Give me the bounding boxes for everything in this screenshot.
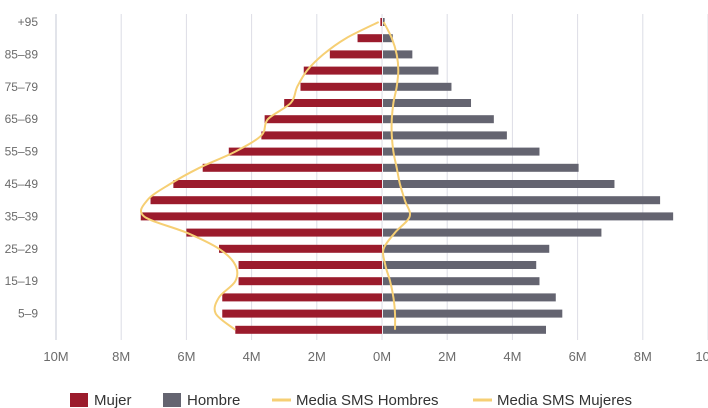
bar-mujer-75-79[interactable] bbox=[300, 82, 383, 91]
bar-mujer-70-74[interactable] bbox=[284, 99, 382, 107]
legend-swatch bbox=[70, 393, 88, 407]
bar-mujer-65-69[interactable] bbox=[264, 115, 382, 124]
legend-label: Media SMS Hombres bbox=[296, 392, 439, 408]
legend-label: Media SMS Mujeres bbox=[497, 392, 632, 408]
bar-mujer-45-49[interactable] bbox=[173, 180, 382, 188]
bar-hombre-25-29[interactable] bbox=[383, 244, 550, 253]
legend-label: Hombre bbox=[187, 392, 240, 408]
bar-mujer-85-89[interactable] bbox=[329, 50, 382, 59]
y-axis: +95 85–89 75–79 65–69 55–59 45–49 35–39 25–29 15… bbox=[5, 15, 39, 321]
x-tick-label: 10M bbox=[43, 349, 68, 364]
bar-hombre-90-94[interactable] bbox=[383, 34, 393, 43]
y-tick-label: 5–9 bbox=[18, 307, 38, 321]
bar-mujer-80-84[interactable] bbox=[303, 66, 382, 75]
x-tick-label: 4M bbox=[243, 349, 261, 364]
bar-hombre-40-44[interactable] bbox=[383, 196, 661, 205]
bar-mujer-55-59[interactable] bbox=[228, 147, 382, 156]
y-tick-label: 15–19 bbox=[5, 274, 39, 288]
y-tick-label: 25–29 bbox=[5, 242, 39, 256]
legend-item-media-sms-mujeres[interactable]: Media SMS Mujeres bbox=[473, 392, 632, 408]
bar-mujer-30-34[interactable] bbox=[186, 228, 382, 237]
media-sms-lines bbox=[140, 21, 412, 331]
legend-label: Mujer bbox=[94, 392, 132, 408]
bar-hombre-80-84[interactable] bbox=[383, 66, 439, 75]
bar-mujer-90-94[interactable] bbox=[357, 34, 382, 43]
y-tick-label: 85–89 bbox=[5, 47, 39, 61]
bar-mujer-35-39[interactable] bbox=[140, 212, 382, 221]
y-tick-label: 75–79 bbox=[5, 80, 39, 94]
legend-item-mujer[interactable]: Mujer bbox=[70, 392, 132, 408]
x-tick-label: 6M bbox=[569, 349, 587, 364]
bar-hombre-5-9[interactable] bbox=[383, 309, 563, 318]
bar-hombre-75-79[interactable] bbox=[383, 82, 452, 91]
line-media-sms-hombres[interactable] bbox=[382, 21, 412, 330]
bar-mujer-20-24[interactable] bbox=[238, 261, 382, 269]
bar-hombre-15-19[interactable] bbox=[383, 277, 540, 286]
bar-hombre-35-39[interactable] bbox=[383, 212, 674, 221]
x-tick-label: 4M bbox=[503, 349, 521, 364]
y-tick-label: +95 bbox=[18, 15, 39, 29]
bar-mujer-60-64[interactable] bbox=[261, 131, 382, 140]
bar-hombre-60-64[interactable] bbox=[383, 131, 507, 140]
x-tick-label: 10M bbox=[695, 349, 708, 364]
x-tick-label: 0M bbox=[373, 349, 391, 364]
legend-item-hombre[interactable]: Hombre bbox=[163, 392, 240, 408]
line-media-sms-mujeres[interactable] bbox=[140, 21, 380, 331]
bar-mujer-0-4[interactable] bbox=[235, 325, 382, 334]
legend: Mujer Hombre Media SMS Hombres Media SMS Mu… bbox=[70, 392, 632, 408]
mujer-bars bbox=[140, 18, 383, 334]
bar-hombre-45-49[interactable] bbox=[383, 180, 615, 188]
bar-mujer-25-29[interactable] bbox=[219, 244, 382, 253]
bar-hombre-55-59[interactable] bbox=[383, 147, 540, 156]
x-tick-label: 6M bbox=[177, 349, 195, 364]
x-axis: 10M 8M 6M 4M 2M 0M 2M 4M 6M 8M 10M bbox=[43, 349, 708, 364]
bar-hombre-30-34[interactable] bbox=[383, 228, 602, 237]
x-tick-label: 8M bbox=[112, 349, 130, 364]
bar-hombre-0-4[interactable] bbox=[383, 325, 546, 334]
bar-mujer-10-14[interactable] bbox=[222, 293, 382, 302]
y-tick-label: 45–49 bbox=[5, 177, 39, 191]
legend-swatch bbox=[163, 393, 181, 407]
x-tick-label: 8M bbox=[634, 349, 652, 364]
x-tick-label: 2M bbox=[438, 349, 456, 364]
x-tick-label: 2M bbox=[308, 349, 326, 364]
y-tick-label: 35–39 bbox=[5, 209, 39, 223]
legend-item-media-sms-hombres[interactable]: Media SMS Hombres bbox=[272, 392, 439, 408]
hombre-bars bbox=[383, 18, 674, 334]
bar-mujer-5-9[interactable] bbox=[222, 309, 382, 318]
y-tick-label: 65–69 bbox=[5, 112, 39, 126]
bar-mujer-50-54[interactable] bbox=[202, 163, 382, 172]
bar-hombre-10-14[interactable] bbox=[383, 293, 556, 302]
bar-hombre-65-69[interactable] bbox=[383, 115, 494, 124]
bar-hombre-50-54[interactable] bbox=[383, 163, 579, 172]
y-tick-label: 55–59 bbox=[5, 145, 39, 159]
bar-hombre-20-24[interactable] bbox=[383, 261, 537, 269]
bar-mujer-95+[interactable] bbox=[380, 18, 382, 26]
bar-mujer-40-44[interactable] bbox=[150, 196, 382, 205]
vertical-gridlines bbox=[55, 14, 708, 340]
bar-mujer-15-19[interactable] bbox=[238, 277, 382, 286]
bar-hombre-70-74[interactable] bbox=[383, 99, 472, 107]
